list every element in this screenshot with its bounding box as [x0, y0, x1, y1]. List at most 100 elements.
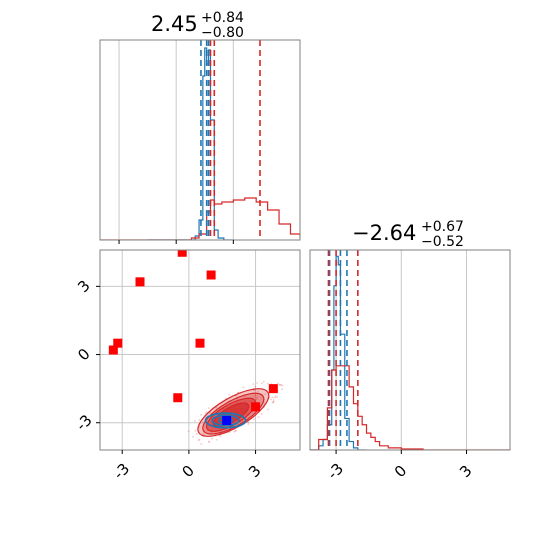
sample-point — [200, 414, 203, 416]
hist-series-blue — [147, 47, 234, 240]
sample-point — [202, 432, 204, 435]
x-tick-label: 3 — [245, 462, 264, 481]
joint-panel: -3 0 3 3 0 -3 — [72, 249, 301, 483]
titles: 2.45 +0.84 −0.80 −2.64 +0.67 −0.52 — [151, 10, 464, 250]
sample-point — [194, 420, 196, 422]
panel-frame — [309, 249, 511, 451]
sample-point — [279, 384, 281, 386]
sample-point — [276, 396, 279, 399]
y-tick-label: -3 — [72, 411, 95, 434]
sample-point — [266, 382, 269, 385]
sample-point — [256, 382, 258, 384]
sample-point — [253, 418, 255, 421]
sample-point — [260, 413, 263, 415]
sample-point — [278, 383, 281, 386]
sample-point — [257, 390, 259, 393]
sample-point — [252, 383, 255, 386]
sample-point — [274, 395, 277, 398]
red-marker — [195, 338, 205, 348]
red-marker — [251, 402, 261, 412]
sample-point — [234, 429, 237, 432]
x-tick-label: 0 — [178, 462, 197, 481]
sample-point — [219, 435, 222, 438]
sample-point — [247, 423, 250, 425]
y-tick-label: 3 — [74, 277, 93, 296]
sample-point — [215, 406, 218, 409]
sample-point — [228, 393, 231, 396]
param2-marginal-panel: -3 0 3 — [309, 249, 511, 483]
y-tick-label: 0 — [74, 345, 93, 364]
panel-frame — [99, 39, 301, 241]
red-marker — [206, 270, 216, 280]
red-marker — [113, 338, 123, 348]
param1-title-plus: +0.84 — [201, 10, 244, 26]
sample-point — [233, 430, 236, 433]
param1-title-minus: −0.80 — [201, 25, 244, 41]
sample-point — [255, 398, 258, 401]
sample-point — [277, 382, 279, 385]
sample-point — [252, 395, 255, 398]
red-marker — [177, 250, 187, 257]
x-tick-label: 0 — [391, 462, 410, 481]
sample-point — [192, 435, 195, 438]
sample-point — [274, 396, 276, 399]
sample-point — [200, 443, 203, 445]
param2-title-minus: −0.52 — [421, 234, 464, 250]
sample-point — [243, 395, 246, 398]
sample-point — [210, 437, 213, 440]
sample-point — [271, 396, 274, 399]
sample-point — [197, 439, 200, 442]
blue-density-contour — [204, 412, 247, 429]
sample-point — [267, 408, 269, 411]
sample-point — [256, 396, 259, 399]
sample-point — [253, 389, 256, 392]
blue-marker — [222, 415, 232, 425]
sample-point — [271, 401, 274, 404]
hist-series-red — [100, 197, 300, 240]
sample-point — [257, 416, 260, 418]
hist-series-red — [310, 365, 510, 450]
sample-point — [198, 419, 201, 421]
plot-area — [310, 250, 510, 450]
sample-point — [262, 380, 265, 383]
param1-marginal-panel — [99, 39, 301, 244]
sample-point — [270, 398, 273, 401]
x-tick-label: 3 — [456, 462, 475, 481]
panel-frame — [99, 249, 301, 451]
red-marker — [108, 345, 118, 355]
sample-point — [254, 394, 257, 397]
red-marker — [135, 277, 145, 287]
sample-point — [236, 398, 239, 400]
blue-density-contour — [211, 414, 240, 427]
sample-point — [272, 401, 275, 404]
sample-point — [281, 388, 283, 391]
sample-point — [234, 429, 237, 432]
sample-point — [205, 411, 208, 414]
sample-point — [209, 411, 211, 414]
sample-point — [272, 399, 275, 401]
sample-point — [264, 393, 267, 396]
sample-point — [280, 384, 283, 387]
sample-point — [194, 429, 197, 432]
param2-title-value: −2.64 — [352, 221, 416, 245]
sample-point — [198, 425, 201, 428]
sample-point — [187, 430, 190, 433]
sample-point — [254, 385, 257, 388]
red-marker — [173, 393, 183, 403]
sample-point — [260, 382, 263, 385]
red-marker — [268, 384, 278, 394]
sample-point — [195, 432, 198, 435]
sample-point — [281, 384, 284, 387]
plot-area — [100, 40, 300, 240]
sample-point — [198, 438, 201, 441]
sample-point — [272, 400, 275, 403]
param2-title-plus: +0.67 — [421, 219, 464, 235]
sample-point — [207, 440, 210, 443]
sample-point — [215, 438, 218, 441]
sample-point — [207, 407, 210, 409]
x-tick-label: -3 — [324, 460, 347, 483]
param1-title-value: 2.45 — [151, 12, 198, 36]
plot-area — [100, 250, 300, 450]
sample-point — [242, 386, 245, 389]
